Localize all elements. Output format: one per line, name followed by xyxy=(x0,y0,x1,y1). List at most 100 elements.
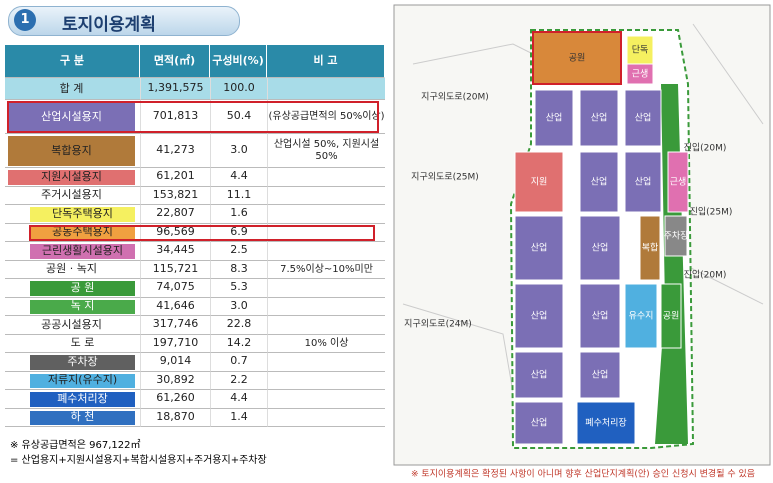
column-header: 구성비(%) xyxy=(210,45,267,78)
remark xyxy=(267,279,385,298)
land-block xyxy=(579,215,621,281)
block-label: 산업 xyxy=(546,113,563,124)
value: 50.4 xyxy=(210,100,267,134)
land-block xyxy=(624,283,658,349)
land-block xyxy=(660,283,682,349)
value: 4.4 xyxy=(210,168,267,187)
row-label-cell xyxy=(5,335,140,353)
value: 1,391,575 xyxy=(140,78,210,100)
remark xyxy=(267,353,385,372)
row-label: 하 천 xyxy=(30,410,135,425)
map-note: ※ 토지이용계획은 확정된 사항이 아니며 향후 산업단지계획(안) 승인 신청… xyxy=(411,468,755,480)
map-road xyxy=(402,23,764,405)
value: 6.9 xyxy=(210,223,267,242)
road-label: 진입(20M) xyxy=(684,142,727,154)
remark xyxy=(267,408,385,427)
remark xyxy=(267,242,385,261)
land-block xyxy=(579,283,621,349)
row-label-cell xyxy=(5,279,140,298)
value: 197,710 xyxy=(140,334,210,353)
value: 22.8 xyxy=(210,316,267,335)
header-bar xyxy=(8,6,240,36)
value: 0.7 xyxy=(210,353,267,372)
value: 115,721 xyxy=(140,260,210,279)
value: 1.4 xyxy=(210,408,267,427)
row-label-cell xyxy=(5,298,140,316)
remark: 10% 이상 xyxy=(267,334,385,353)
block-label: 공원 xyxy=(663,311,680,322)
block-label: 산업 xyxy=(531,311,548,322)
land-block xyxy=(626,35,654,65)
block-label: 근생 xyxy=(670,177,687,188)
column-header: 면적(㎡) xyxy=(140,45,210,78)
row-label: 도 로 xyxy=(30,336,135,351)
value: 61,201 xyxy=(140,168,210,187)
block-label: 공원 xyxy=(569,53,586,64)
block-label: 근생 xyxy=(632,69,649,80)
value: 34,445 xyxy=(140,242,210,261)
road-label: 진입(20M) xyxy=(684,269,727,281)
highlight-box xyxy=(7,101,379,133)
row-label-cell xyxy=(5,261,140,279)
column-header: 구 분 xyxy=(5,45,140,78)
row-label: 주거시설용지 xyxy=(8,188,135,203)
value: 11.1 xyxy=(210,186,267,205)
value: 9,014 xyxy=(140,353,210,372)
remark xyxy=(267,390,385,409)
header-title: 토지이용계획 xyxy=(62,15,156,35)
remark: 산업시설 50%, 지원시설 50% xyxy=(267,134,385,168)
block-label: 산업 xyxy=(591,113,608,124)
row-label: 단독주택용지 xyxy=(30,207,135,222)
note: ※ 유상공급면적은 967,122㎡ xyxy=(10,440,141,451)
site-map: ※ 토지이용계획은 확정된 사항이 아니며 향후 산업단지계획(안) 승인 신청… xyxy=(393,4,771,480)
block-label: 산업 xyxy=(592,370,609,381)
land-block xyxy=(624,151,662,213)
value: 74,075 xyxy=(140,279,210,298)
row-label: 공 원 xyxy=(30,281,135,296)
remark xyxy=(267,78,385,100)
block-label: 산업 xyxy=(531,243,548,254)
row-label: 합 계 xyxy=(8,80,135,98)
land-block xyxy=(532,31,622,85)
remark: 7.5%이상~10%미만 xyxy=(267,260,385,279)
remark: (유상공급면적의 50%이상) xyxy=(267,100,385,134)
road-label: 지구외도로(24M) xyxy=(404,318,472,330)
remark xyxy=(267,371,385,390)
land-block xyxy=(579,151,619,213)
block-label: 산업 xyxy=(592,311,609,322)
row-label-cell xyxy=(5,205,140,224)
block-label: 단독 xyxy=(632,45,649,56)
land-block xyxy=(667,151,689,213)
land-block xyxy=(534,89,574,147)
land-block xyxy=(664,215,688,257)
value: 96,569 xyxy=(140,223,210,242)
land-block xyxy=(514,151,564,213)
land-block xyxy=(626,63,654,85)
value: 100.0 xyxy=(210,78,267,100)
row-label: 공공시설용지 xyxy=(8,318,135,333)
row-label: 저류지(유수지) xyxy=(30,373,135,388)
land-block xyxy=(576,401,636,445)
row-label: 공동주택용지 xyxy=(30,225,135,240)
block-label: 복합 xyxy=(642,243,659,254)
row-label: 폐수처리장 xyxy=(30,392,135,407)
column-header: 비 고 xyxy=(267,45,385,78)
row-label-cell xyxy=(5,242,140,261)
land-block xyxy=(624,89,662,147)
value: 61,260 xyxy=(140,390,210,409)
road-label: 지구외도로(25M) xyxy=(411,171,479,183)
value: 8.3 xyxy=(210,260,267,279)
row-label-cell xyxy=(5,224,140,242)
block-label: 유수지 xyxy=(629,311,654,322)
value: 317,746 xyxy=(140,316,210,335)
row-label-cell xyxy=(5,390,140,409)
block-label: 산업 xyxy=(591,177,608,188)
block-label: 산업 xyxy=(635,113,652,124)
land-block xyxy=(514,283,564,349)
row-label-cell xyxy=(5,100,140,134)
value: 14.2 xyxy=(210,334,267,353)
remark xyxy=(267,168,385,187)
remark xyxy=(267,186,385,205)
